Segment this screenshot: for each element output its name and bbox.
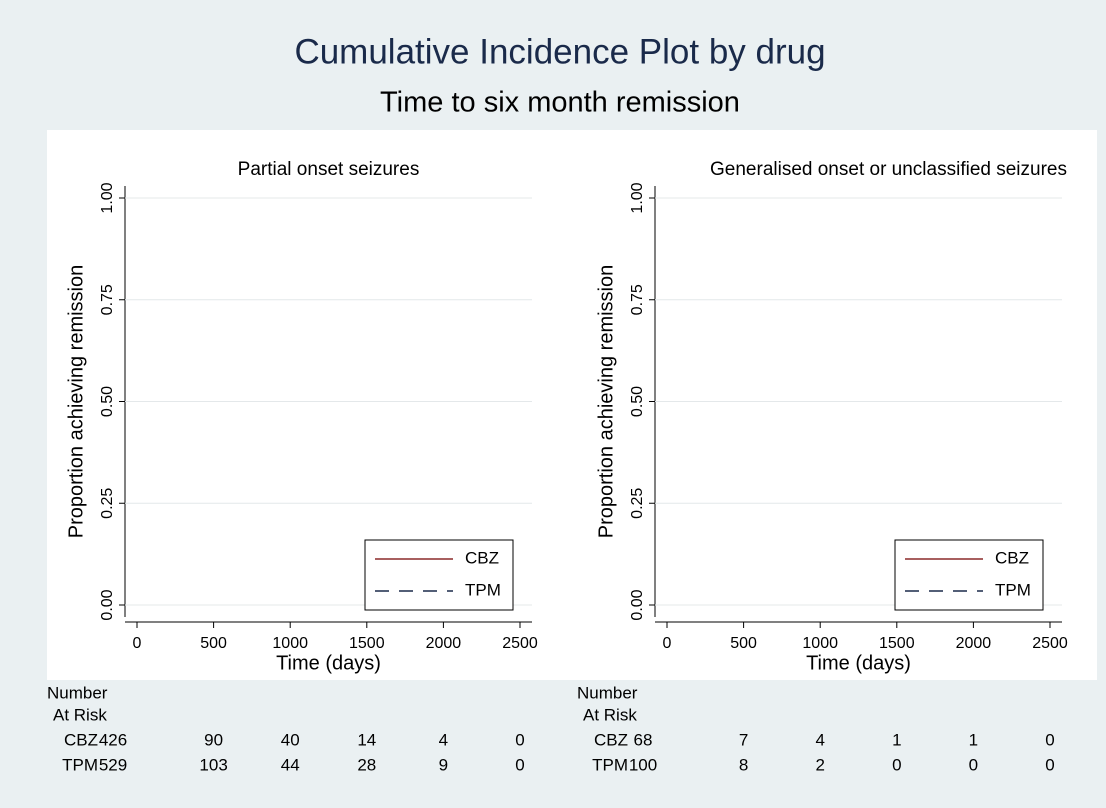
legend-box	[364, 539, 514, 611]
x-tick-label: 1000	[802, 635, 838, 652]
figure-title: Cumulative Incidence Plot by drug	[294, 32, 825, 71]
at-risk-value: 103	[199, 755, 227, 774]
at-risk-name: CBZ	[64, 730, 98, 749]
at-risk-name: TPM	[62, 755, 98, 774]
y-tick-label: 0.00	[99, 589, 116, 620]
y-tick-label: 0.00	[629, 589, 646, 620]
at-risk-name: CBZ	[594, 730, 628, 749]
y-tick-label: 0.25	[629, 488, 646, 519]
at-risk-value: 0	[969, 755, 978, 774]
chart-title: Generalised onset or unclassified seizur…	[710, 159, 1067, 180]
x-tick-label: 500	[200, 635, 227, 652]
y-axis-title: Proportion achieving remission	[595, 265, 617, 538]
at-risk-value: 100	[629, 755, 657, 774]
x-axis-title: Time (days)	[276, 652, 381, 674]
at-risk-title: Number	[47, 683, 108, 702]
at-risk-name: TPM	[592, 755, 628, 774]
at-risk-value: 1	[969, 730, 978, 749]
y-tick-label: 0.50	[629, 386, 646, 417]
legend-label: TPM	[465, 580, 501, 599]
at-risk-title: At Risk	[583, 705, 637, 724]
figure-subtitle: Time to six month remission	[380, 87, 740, 119]
at-risk-value: 1	[892, 730, 901, 749]
y-tick-label: 1.00	[99, 182, 116, 213]
at-risk-value: 0	[1045, 755, 1054, 774]
x-tick-label: 500	[730, 635, 757, 652]
at-risk-value: 0	[1045, 730, 1054, 749]
at-risk-value: 28	[357, 755, 376, 774]
at-risk-value: 426	[99, 730, 127, 749]
x-tick-label: 2000	[426, 635, 462, 652]
at-risk-value: 40	[281, 730, 300, 749]
legend-label: CBZ	[465, 548, 499, 567]
at-risk-value: 44	[281, 755, 300, 774]
legend-label: TPM	[995, 580, 1031, 599]
legend-label: CBZ	[995, 548, 1029, 567]
at-risk-value: 14	[357, 730, 376, 749]
chart-title: Partial onset seizures	[238, 159, 420, 180]
at-risk-value: 2	[815, 755, 824, 774]
y-tick-label: 0.25	[99, 488, 116, 519]
at-risk-value: 0	[892, 755, 901, 774]
at-risk-value: 0	[515, 755, 524, 774]
x-tick-label: 2500	[502, 635, 538, 652]
x-axis-title: Time (days)	[806, 652, 911, 674]
at-risk-value: 0	[515, 730, 524, 749]
y-axis-title: Proportion achieving remission	[65, 265, 87, 538]
at-risk-title: At Risk	[53, 705, 107, 724]
at-risk-value: 90	[204, 730, 223, 749]
y-tick-label: 1.00	[629, 182, 646, 213]
x-tick-label: 2000	[956, 635, 992, 652]
at-risk-value: 7	[739, 730, 748, 749]
x-tick-label: 1000	[272, 635, 308, 652]
x-tick-label: 1500	[349, 635, 385, 652]
y-tick-label: 0.75	[99, 284, 116, 315]
x-tick-label: 2500	[1032, 635, 1068, 652]
y-tick-label: 0.50	[99, 386, 116, 417]
x-tick-label: 0	[663, 635, 672, 652]
legend-box	[894, 539, 1044, 611]
at-risk-value: 4	[815, 730, 824, 749]
at-risk-value: 529	[99, 755, 127, 774]
y-tick-label: 0.75	[629, 284, 646, 315]
at-risk-title: Number	[577, 683, 638, 702]
x-tick-label: 0	[133, 635, 142, 652]
x-tick-label: 1500	[879, 635, 915, 652]
at-risk-value: 8	[739, 755, 748, 774]
at-risk-value: 4	[439, 730, 448, 749]
at-risk-value: 68	[634, 730, 653, 749]
at-risk-value: 9	[439, 755, 448, 774]
